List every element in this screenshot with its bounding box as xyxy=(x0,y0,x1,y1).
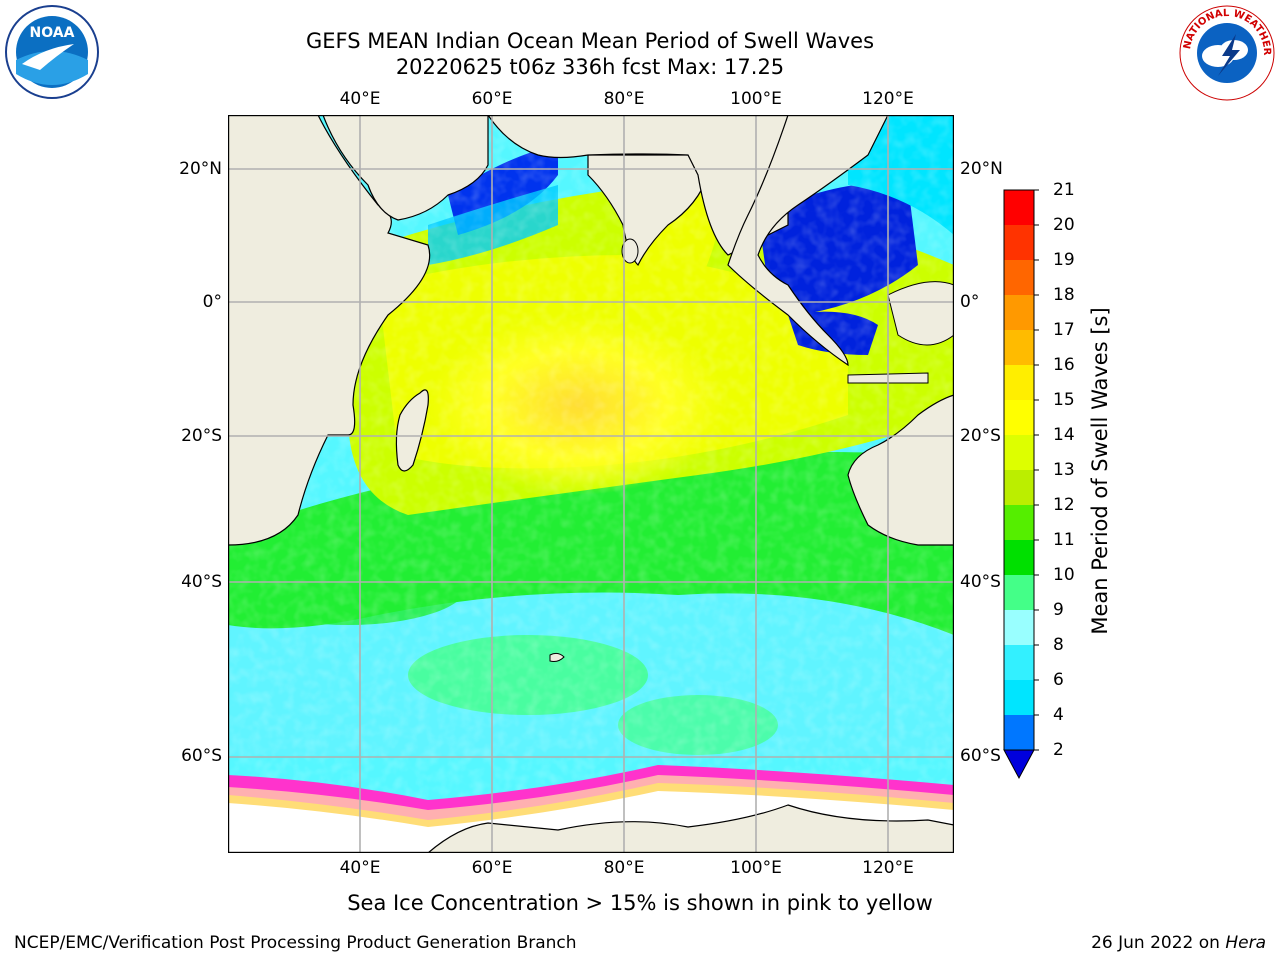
noaa-logo: NOAA xyxy=(5,5,99,99)
colorbar-segment xyxy=(1004,400,1034,435)
lat-tick-left-20n: 20°N xyxy=(179,159,222,179)
colorbar-tick-label: 10 xyxy=(1053,565,1075,585)
map-panel xyxy=(228,115,954,853)
colorbar-segment xyxy=(1004,295,1034,330)
colorbar-segment xyxy=(1004,715,1034,750)
lat-tick-right-60s: 60°S xyxy=(960,746,1001,766)
colorbar-tick-label: 13 xyxy=(1053,460,1075,480)
colorbar-segment xyxy=(1004,680,1034,715)
lat-tick-left-20s: 20°S xyxy=(181,426,222,446)
lon-tick-top-60e: 60°E xyxy=(471,89,513,109)
svg-text:NOAA: NOAA xyxy=(30,25,75,41)
colorbar-tick-label: 19 xyxy=(1053,250,1075,270)
colorbar-tick-label: 9 xyxy=(1053,600,1064,620)
colorbar-tick-label: 12 xyxy=(1053,495,1075,515)
colorbar-tick-label: 16 xyxy=(1053,355,1075,375)
lat-tick-left-40s: 40°S xyxy=(181,572,222,592)
run-date: 26 Jun 2022 on Hera xyxy=(1091,933,1266,953)
colorbar xyxy=(1003,189,1039,780)
colorbar-label: Mean Period of Swell Waves [s] xyxy=(1088,307,1112,635)
colorbar-segment xyxy=(1004,330,1034,365)
colorbar-tick-label: 21 xyxy=(1053,180,1075,200)
colorbar-segment xyxy=(1004,505,1034,540)
lon-tick-top-40e: 40°E xyxy=(339,89,381,109)
colorbar-tick-label: 8 xyxy=(1053,635,1064,655)
title-line-2: 20220625 t06z 336h fcst Max: 17.25 xyxy=(395,55,785,79)
colorbar-segment xyxy=(1004,540,1034,575)
colorbar-segment xyxy=(1004,645,1034,680)
colorbar-segment xyxy=(1004,190,1034,225)
colorbar-tick-label: 20 xyxy=(1053,215,1075,235)
colorbar-tick-label: 4 xyxy=(1053,705,1064,725)
lon-tick-bottom-120e: 120°E xyxy=(862,858,914,878)
sea-ice-note: Sea Ice Concentration > 15% is shown in … xyxy=(347,891,933,915)
lat-tick-left-0: 0° xyxy=(202,292,222,312)
map-title: GEFS MEAN Indian Ocean Mean Period of Sw… xyxy=(0,28,1180,80)
lon-tick-top-100e: 100°E xyxy=(730,89,782,109)
colorbar-segment xyxy=(1004,260,1034,295)
lat-tick-right-0: 0° xyxy=(960,292,980,312)
colorbar-extend-arrow xyxy=(1003,749,1035,780)
colorbar-segment xyxy=(1004,470,1034,505)
colorbar-segment xyxy=(1004,575,1034,610)
lon-tick-bottom-80e: 80°E xyxy=(603,858,645,878)
colorbar-tick-label: 2 xyxy=(1053,740,1064,760)
lon-tick-top-120e: 120°E xyxy=(862,89,914,109)
lat-tick-right-20n: 20°N xyxy=(960,159,1003,179)
colorbar-tick-label: 17 xyxy=(1053,320,1075,340)
colorbar-tick-label: 18 xyxy=(1053,285,1075,305)
lon-tick-bottom-100e: 100°E xyxy=(730,858,782,878)
colorbar-tick-label: 14 xyxy=(1053,425,1075,445)
producer-credit: NCEP/EMC/Verification Post Processing Pr… xyxy=(14,933,577,953)
lon-tick-bottom-40e: 40°E xyxy=(339,858,381,878)
colorbar-tick-label: 6 xyxy=(1053,670,1064,690)
machine-name: Hera xyxy=(1225,933,1266,953)
run-date-text: 26 Jun 2022 on xyxy=(1091,933,1226,953)
lat-tick-right-40s: 40°S xyxy=(960,572,1001,592)
lon-tick-bottom-60e: 60°E xyxy=(471,858,513,878)
colorbar-segment xyxy=(1004,365,1034,400)
lon-tick-top-80e: 80°E xyxy=(603,89,645,109)
nws-logo: NATIONAL WEATHER SERVICE xyxy=(1178,4,1275,101)
title-line-1: GEFS MEAN Indian Ocean Mean Period of Sw… xyxy=(305,29,875,53)
lat-tick-right-20s: 20°S xyxy=(960,426,1001,446)
colorbar-segment xyxy=(1004,610,1034,645)
colorbar-segment xyxy=(1004,435,1034,470)
colorbar-tick-label: 15 xyxy=(1053,390,1075,410)
colorbar-tick-label: 11 xyxy=(1053,530,1075,550)
colorbar-segment xyxy=(1004,225,1034,260)
lat-tick-left-60s: 60°S xyxy=(181,746,222,766)
